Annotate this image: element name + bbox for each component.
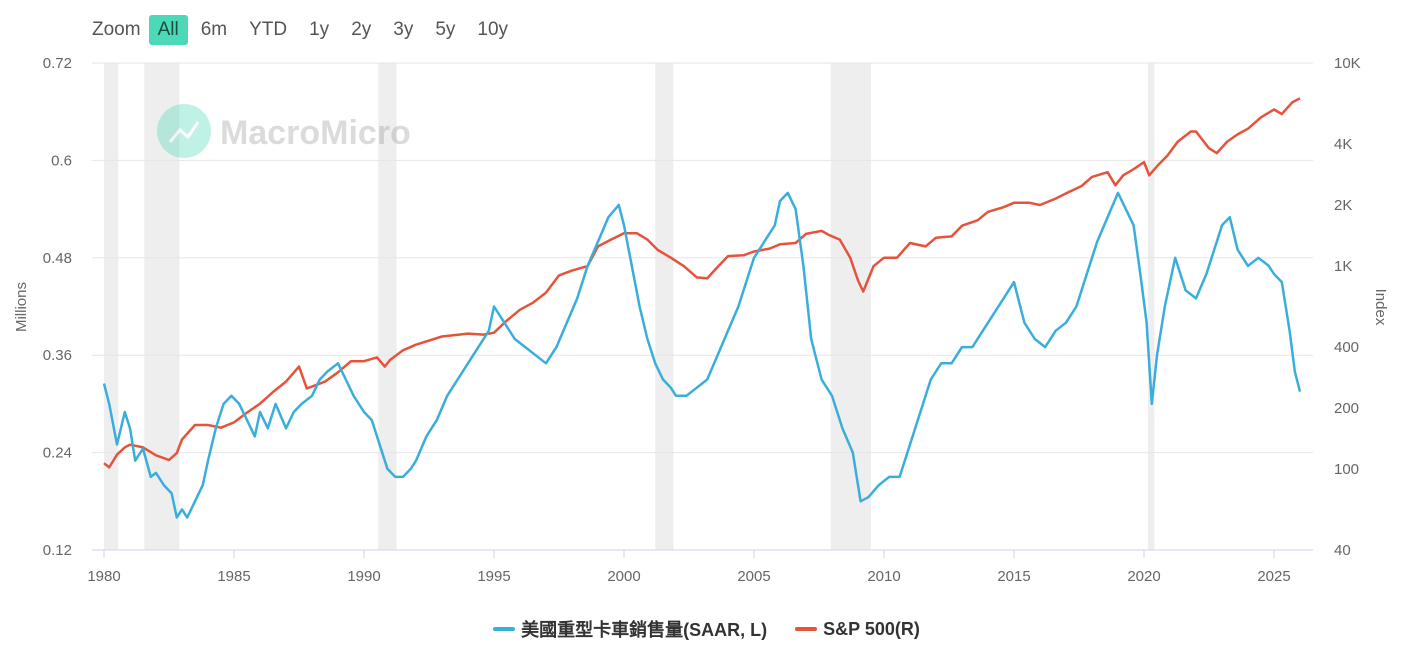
legend-item-sp500[interactable]: S&P 500(R) bbox=[795, 616, 920, 642]
zoom-5y-button[interactable]: 5y bbox=[435, 19, 456, 40]
y-left-tick-label: 0.36 bbox=[43, 347, 72, 364]
y-left-axis: 0.12 0.24 0.36 0.48 0.6 0.72 bbox=[43, 55, 72, 559]
zoom-all-button[interactable]: All bbox=[148, 15, 188, 45]
y-right-tick-label: 4K bbox=[1334, 136, 1352, 153]
legend-swatch-truck bbox=[493, 627, 516, 631]
x-tick-label: 1995 bbox=[477, 568, 510, 585]
legend: 美國重型卡車銷售量(SAAR, L) S&P 500(R) bbox=[0, 616, 1413, 642]
x-axis-ticks: 1980 1985 1990 1995 2000 2005 2010 2015 2020 2025 bbox=[87, 550, 1291, 585]
x-tick-label: 2005 bbox=[737, 568, 770, 585]
y-left-tick-label: 0.48 bbox=[43, 250, 72, 267]
recession-band bbox=[378, 63, 397, 550]
series-line-truck-sales[interactable] bbox=[102, 191, 1302, 519]
y-right-tick-label: 200 bbox=[1334, 400, 1359, 417]
zoom-ytd-button[interactable]: YTD bbox=[249, 19, 288, 40]
x-tick-label: 2020 bbox=[1127, 568, 1160, 585]
chart-area[interactable]: MacroMicro 1980 1985 1990 1995 2000 2005 2010 2… bbox=[0, 0, 1413, 610]
recession-bands bbox=[104, 63, 1155, 550]
legend-swatch-sp500 bbox=[795, 627, 818, 631]
recession-band bbox=[144, 63, 180, 550]
series-line-sp500[interactable] bbox=[103, 97, 1301, 469]
recession-band bbox=[830, 63, 871, 550]
y-left-tick-label: 0.12 bbox=[43, 542, 72, 559]
y-right-axis: 40 100 200 400 1K 2K 4K 10K bbox=[1334, 55, 1361, 559]
x-tick-label: 2025 bbox=[1257, 568, 1290, 585]
zoom-bar: Zoom All 6m YTD 1y 2y 3y 5y 10y bbox=[92, 14, 521, 46]
y-right-tick-label: 40 bbox=[1334, 542, 1351, 559]
y-right-tick-label: 400 bbox=[1334, 339, 1359, 356]
watermark: MacroMicro bbox=[157, 104, 411, 158]
recession-band bbox=[1147, 63, 1155, 550]
x-tick-label: 1980 bbox=[87, 568, 120, 585]
y-left-tick-label: 0.24 bbox=[43, 445, 72, 462]
y-right-tick-label: 1K bbox=[1334, 258, 1352, 275]
y-right-tick-label: 2K bbox=[1334, 197, 1352, 214]
zoom-1y-button[interactable]: 1y bbox=[309, 19, 330, 40]
zoom-3y-button[interactable]: 3y bbox=[393, 19, 414, 40]
legend-label-truck: 美國重型卡車銷售量(SAAR, L) bbox=[521, 620, 768, 640]
watermark-text: MacroMicro bbox=[220, 114, 411, 152]
x-tick-label: 2000 bbox=[607, 568, 640, 585]
zoom-2y-button[interactable]: 2y bbox=[351, 19, 372, 40]
x-tick-label: 2015 bbox=[997, 568, 1030, 585]
y-right-tick-label: 10K bbox=[1334, 55, 1361, 72]
x-tick-label: 1990 bbox=[347, 568, 380, 585]
legend-label-sp500: S&P 500(R) bbox=[823, 618, 920, 639]
zoom-label: Zoom bbox=[92, 19, 141, 40]
y-left-tick-label: 0.6 bbox=[51, 152, 72, 169]
legend-item-truck-sales[interactable]: 美國重型卡車銷售量(SAAR, L) bbox=[493, 616, 767, 642]
recession-band bbox=[104, 63, 119, 550]
watermark-trend-icon bbox=[168, 121, 200, 143]
y-right-title: Index bbox=[1372, 289, 1389, 326]
y-right-tick-label: 100 bbox=[1334, 461, 1359, 478]
y-left-title: Millions bbox=[13, 282, 30, 332]
zoom-6m-button[interactable]: 6m bbox=[200, 19, 228, 40]
x-tick-label: 2010 bbox=[867, 568, 900, 585]
y-left-tick-label: 0.72 bbox=[43, 55, 72, 72]
recession-band bbox=[655, 63, 674, 550]
zoom-10y-button[interactable]: 10y bbox=[477, 19, 509, 40]
x-tick-label: 1985 bbox=[217, 568, 250, 585]
watermark-logo-icon bbox=[157, 104, 211, 158]
